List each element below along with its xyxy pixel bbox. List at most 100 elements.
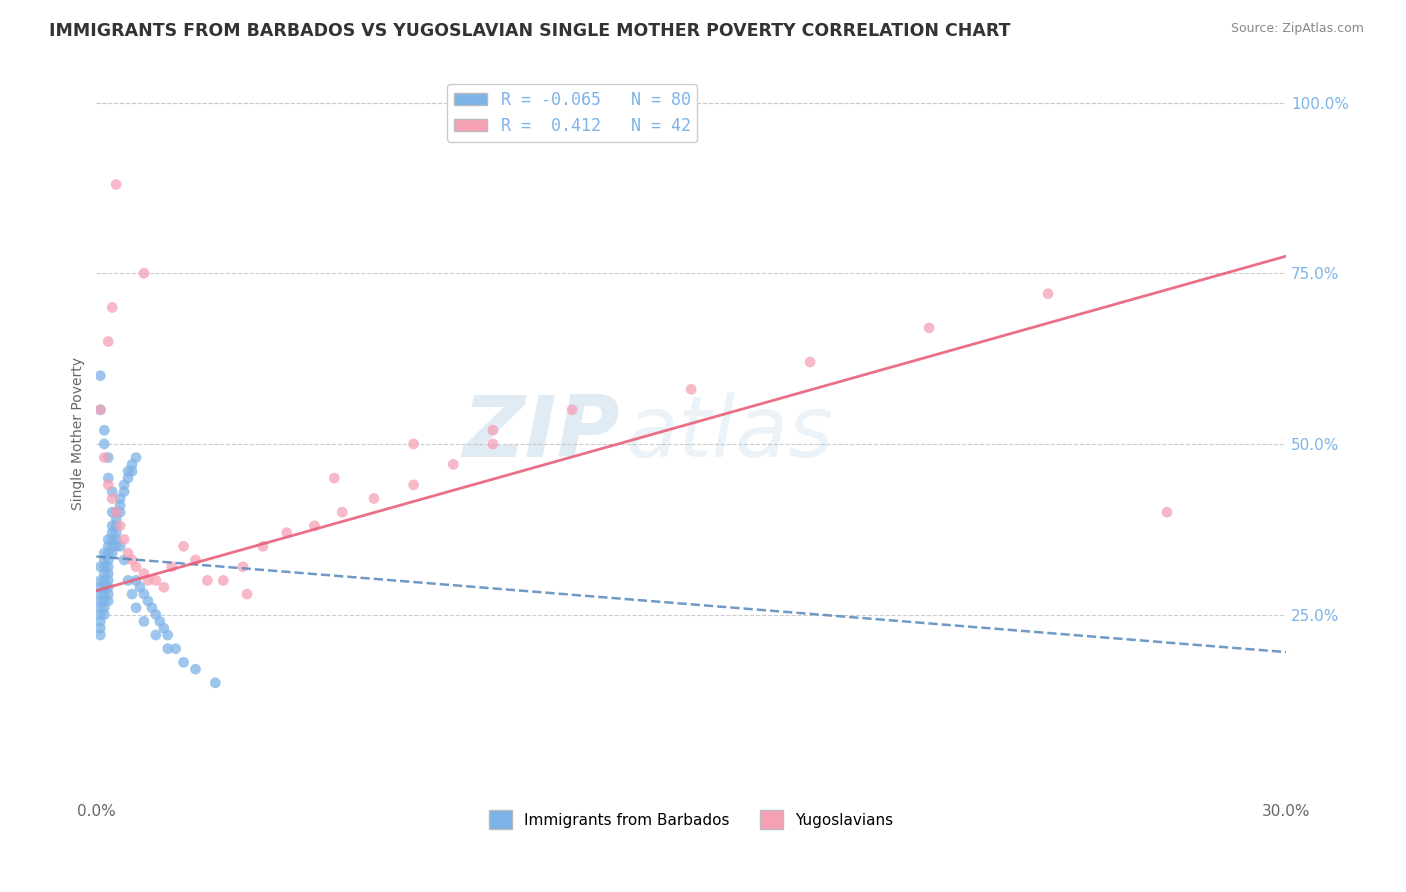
Text: IMMIGRANTS FROM BARBADOS VS YUGOSLAVIAN SINGLE MOTHER POVERTY CORRELATION CHART: IMMIGRANTS FROM BARBADOS VS YUGOSLAVIAN … [49, 22, 1011, 40]
Point [184, 662, 207, 676]
Point [97, 594, 120, 608]
Point [117, 471, 139, 485]
Point [129, 580, 152, 594]
Point [363, 491, 385, 506]
Point [101, 533, 124, 547]
Point [173, 656, 195, 670]
Point [132, 587, 155, 601]
Point [97, 574, 120, 588]
Point [165, 641, 187, 656]
Point [125, 600, 148, 615]
Point [97, 566, 120, 581]
Point [132, 266, 155, 280]
Point [105, 178, 128, 192]
Point [236, 587, 259, 601]
Point [93, 594, 115, 608]
Point [89, 580, 111, 594]
Point [276, 525, 298, 540]
Point [918, 321, 941, 335]
Point [117, 546, 139, 560]
Point [93, 587, 115, 601]
Point [105, 505, 128, 519]
Point [152, 580, 174, 594]
Point [89, 559, 111, 574]
Point [93, 580, 115, 594]
Point [156, 628, 179, 642]
Point [125, 559, 148, 574]
Point [89, 594, 111, 608]
Point [132, 615, 155, 629]
Point [89, 628, 111, 642]
Point [149, 615, 172, 629]
Point [681, 382, 703, 396]
Point [152, 621, 174, 635]
Point [97, 533, 120, 547]
Point [101, 525, 124, 540]
Point [145, 607, 167, 622]
Point [101, 484, 124, 499]
Point [101, 518, 124, 533]
Point [97, 553, 120, 567]
Point [145, 574, 167, 588]
Point [195, 574, 218, 588]
Point [323, 471, 346, 485]
Point [121, 458, 143, 472]
Point [101, 491, 124, 506]
Point [204, 675, 226, 690]
Point [101, 546, 124, 560]
Point [101, 505, 124, 519]
Point [89, 402, 111, 417]
Point [97, 539, 120, 553]
Point [173, 539, 195, 553]
Point [97, 478, 120, 492]
Point [93, 423, 115, 437]
Point [89, 587, 111, 601]
Point [304, 518, 326, 533]
Point [93, 574, 115, 588]
Point [93, 559, 115, 574]
Point [121, 553, 143, 567]
Point [93, 566, 115, 581]
Point [105, 518, 128, 533]
Point [125, 450, 148, 465]
Point [105, 533, 128, 547]
Point [97, 334, 120, 349]
Point [136, 574, 159, 588]
Point [89, 615, 111, 629]
Point [105, 539, 128, 553]
Point [97, 450, 120, 465]
Point [108, 518, 131, 533]
Point [121, 464, 143, 478]
Point [105, 505, 128, 519]
Text: Source: ZipAtlas.com: Source: ZipAtlas.com [1230, 22, 1364, 36]
Point [1036, 286, 1059, 301]
Point [108, 539, 131, 553]
Point [132, 566, 155, 581]
Point [93, 600, 115, 615]
Point [141, 600, 163, 615]
Text: ZIP: ZIP [463, 392, 620, 475]
Point [93, 437, 115, 451]
Point [402, 437, 425, 451]
Point [89, 402, 111, 417]
Y-axis label: Single Mother Poverty: Single Mother Poverty [72, 357, 86, 510]
Point [93, 546, 115, 560]
Point [156, 641, 179, 656]
Point [121, 587, 143, 601]
Point [97, 580, 120, 594]
Point [89, 600, 111, 615]
Point [89, 621, 111, 635]
Point [93, 553, 115, 567]
Point [252, 539, 274, 553]
Point [117, 464, 139, 478]
Point [482, 437, 505, 451]
Point [89, 574, 111, 588]
Point [402, 478, 425, 492]
Point [561, 402, 583, 417]
Point [441, 458, 464, 472]
Point [330, 505, 353, 519]
Point [1156, 505, 1178, 519]
Point [232, 559, 254, 574]
Point [160, 559, 183, 574]
Point [112, 484, 135, 499]
